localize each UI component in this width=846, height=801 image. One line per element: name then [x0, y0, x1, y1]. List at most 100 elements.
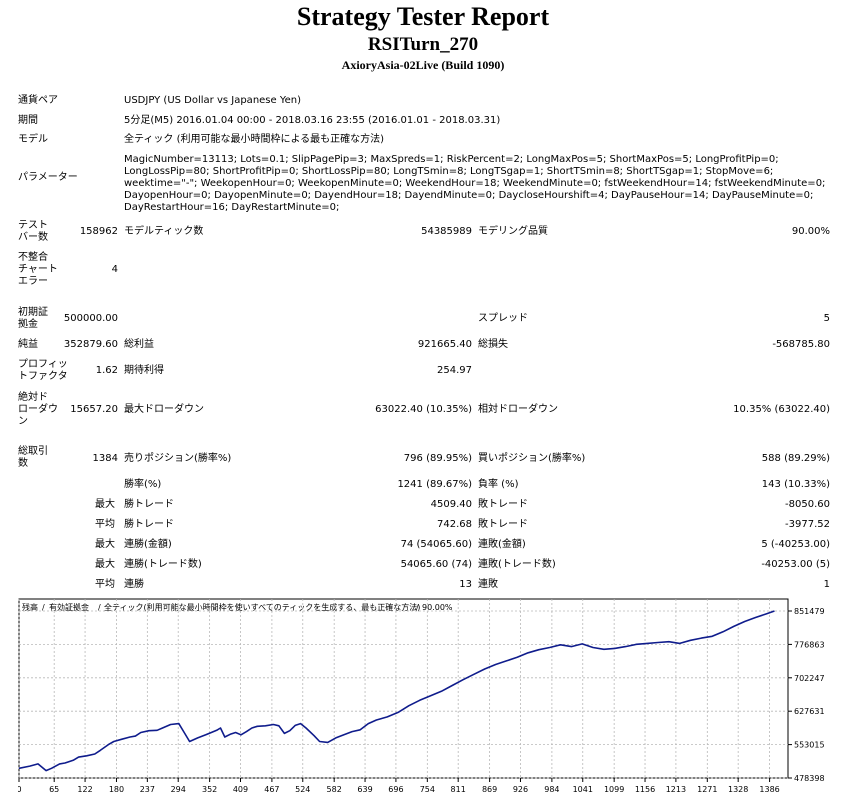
max-prefix-1: 最大 [95, 499, 115, 510]
legend-model: 全ティック(利用可能な最小時間枠を使いすべてのティックを生成する、最も正確な方法… [104, 602, 420, 612]
x-tick-label: 237 [140, 785, 155, 794]
net-label: 純益 [18, 339, 38, 350]
loss-label: 負率 (%) [478, 479, 519, 490]
x-tick-label: 1386 [759, 785, 779, 794]
bars-value: 158962 [79, 226, 118, 237]
avg-cons-losses-value: 1 [823, 579, 830, 590]
avg-prefix-1: 平均 [95, 519, 115, 530]
largest-win-value: 4509.40 [430, 499, 472, 510]
rel-dd-label: 相対ドローダウン [478, 404, 558, 415]
mismatch-value: 4 [111, 264, 118, 275]
max-dd-value: 63022.40 (10.35%) [375, 404, 472, 415]
cons-wins-money-value: 74 (54065.60) [400, 539, 472, 550]
avg-prefix-2: 平均 [95, 579, 115, 590]
model-label: モデル [18, 134, 48, 145]
params-value: MagicNumber=13113; Lots=0.1; SlipPagePip… [124, 154, 826, 213]
max-prefix-2: 最大 [95, 539, 115, 550]
balance-chart: 残高 / 有効証拠金 / 全ティック(利用可能な最小時間枠を使いすべてのティック… [18, 598, 825, 794]
avg-loss-label: 敗トレード [478, 519, 528, 530]
symbol-label: 通貨ペア [18, 95, 58, 106]
deposit-label: 初期証 拠金 [18, 307, 48, 330]
ticks-value: 54385989 [421, 226, 472, 237]
x-tick-label: 1099 [604, 785, 624, 794]
abs-dd-label: 絶対ド ローダウ ン [18, 392, 58, 427]
avg-win-value: 742.68 [437, 519, 472, 530]
y-tick-label: 702247 [794, 674, 825, 683]
period-label: 期間 [18, 115, 38, 126]
plot-frame [18, 598, 789, 779]
rel-dd-value: 10.35% (63022.40) [733, 404, 830, 415]
x-tick-label: 122 [77, 785, 92, 794]
net-value: 352879.60 [63, 339, 118, 350]
legend-balance: 残高 [22, 602, 38, 612]
period-value: 5分足(M5) 2016.01.04 00:00 - 2018.03.16 23… [124, 115, 501, 126]
legend-equity: 有効証拠金 [49, 602, 89, 612]
x-tick-label: 524 [295, 785, 310, 794]
long-value: 588 (89.29%) [761, 453, 830, 464]
abs-dd-value: 15657.20 [70, 404, 118, 415]
ticks-label: モデルティック数 [124, 226, 204, 237]
payoff-value: 254.97 [437, 365, 472, 376]
win-label: 勝率(%) [124, 479, 162, 490]
gross-profit-label: 総利益 [124, 339, 154, 350]
x-tick-label: 0 [18, 785, 22, 794]
cons-wins-trades-label: 連勝(トレード数) [124, 559, 202, 570]
spread-label: スプレッド [478, 313, 528, 324]
total-trades-label: 総取引 数 [18, 446, 48, 469]
quality-value: 90.00% [791, 226, 830, 237]
legend-sep-3: / [416, 603, 419, 612]
x-tick-label: 180 [109, 785, 124, 794]
x-tick-label: 754 [420, 785, 435, 794]
x-tick-label: 926 [513, 785, 528, 794]
y-tick-label: 851479 [794, 607, 825, 616]
server-build: AxioryAsia-02Live (Build 1090) [341, 58, 505, 72]
avg-cons-losses-label: 連敗 [478, 579, 498, 590]
mismatch-label: 不整合 チャート エラー [18, 252, 58, 287]
x-tick-label: 352 [202, 785, 217, 794]
ea-name: RSITurn_270 [367, 34, 479, 55]
x-tick-label: 467 [264, 785, 279, 794]
x-tick-label: 811 [451, 785, 466, 794]
win-value: 1241 (89.67%) [397, 479, 472, 490]
cons-losses-money-label: 連敗(金額) [478, 539, 526, 550]
payoff-label: 期待利得 [124, 365, 164, 376]
bars-label: テスト バー数 [18, 220, 48, 243]
x-tick-label: 1213 [666, 785, 686, 794]
x-tick-label: 1328 [728, 785, 748, 794]
avg-cons-wins-label: 連勝 [124, 579, 144, 590]
y-tick-label: 478398 [794, 774, 825, 783]
model-value: 全ティック (利用可能な最小時間枠による最も正確な方法) [124, 134, 385, 145]
long-label: 買いポジション(勝率%) [478, 453, 586, 464]
short-label: 売りポジション(勝率%) [124, 453, 232, 464]
balance-series-line [18, 610, 775, 772]
x-tick-label: 65 [49, 785, 59, 794]
total-trades-value: 1384 [92, 453, 118, 464]
x-tick-label: 294 [171, 785, 186, 794]
gross-loss-label: 総損失 [478, 339, 508, 350]
x-tick-label: 582 [327, 785, 342, 794]
x-tick-label: 1041 [573, 785, 593, 794]
legend-sep-2: / [98, 603, 101, 612]
legend-sep-1: / [42, 603, 45, 612]
largest-loss-value: -8050.60 [785, 499, 830, 510]
cons-losses-money-value: 5 (-40253.00) [761, 539, 830, 550]
legend-quality: 90.00% [422, 603, 453, 612]
gross-profit-value: 921665.40 [417, 339, 472, 350]
cons-wins-money-label: 連勝(金額) [124, 539, 172, 550]
gross-loss-value: -568785.80 [772, 339, 830, 350]
x-tick-label: 696 [388, 785, 403, 794]
pf-value: 1.62 [95, 365, 118, 376]
cons-wins-trades-value: 54065.60 (74) [400, 559, 472, 570]
cons-losses-trades-value: -40253.00 (5) [761, 559, 830, 570]
short-value: 796 (89.95%) [403, 453, 472, 464]
y-tick-label: 553015 [794, 741, 825, 750]
x-tick-label: 984 [544, 785, 559, 794]
max-dd-label: 最大ドローダウン [124, 404, 204, 415]
x-tick-label: 1156 [635, 785, 655, 794]
x-tick-label: 639 [357, 785, 372, 794]
y-tick-label: 776863 [794, 640, 825, 649]
report-title: Strategy Tester Report [296, 2, 550, 31]
params-label: パラメーター [18, 172, 78, 183]
x-tick-label: 409 [233, 785, 248, 794]
quality-label: モデリング品質 [478, 226, 548, 237]
